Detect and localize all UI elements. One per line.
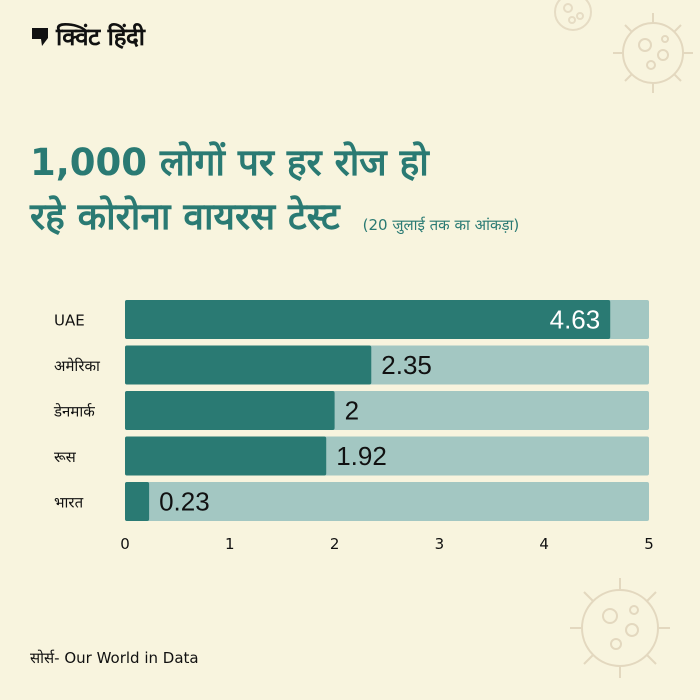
title-line-1: 1,000 लोगों पर हर रोज हो — [30, 141, 429, 184]
bar-track — [125, 482, 649, 521]
bar — [125, 300, 611, 339]
bar — [125, 345, 372, 385]
category-label: भारत — [54, 494, 84, 512]
x-tick-label: 5 — [644, 535, 654, 553]
brand-name: क्विंट हिंदी — [56, 23, 145, 51]
coronavirus-icon — [570, 578, 670, 678]
page-title: 1,000 लोगों पर हर रोज हो रहे कोरोना वायर… — [30, 136, 690, 246]
data-label: 4.63 — [550, 305, 601, 335]
quote-mark-icon — [32, 27, 48, 46]
source-note: सोर्स- Our World in Data — [30, 649, 199, 667]
category-label: अमेरिका — [54, 357, 101, 375]
category-label: रूस — [54, 448, 77, 466]
coronavirus-icon — [613, 13, 693, 93]
data-label: 2.35 — [381, 350, 432, 380]
bar — [125, 482, 150, 521]
bar — [125, 391, 335, 430]
data-label: 1.92 — [336, 441, 387, 471]
x-tick-label: 3 — [435, 535, 445, 553]
x-tick-label: 0 — [120, 535, 130, 553]
data-label: 2 — [345, 396, 359, 426]
title-line-2: रहे कोरोना वायरस टेस्ट — [30, 195, 340, 238]
x-tick-label: 2 — [330, 535, 340, 553]
date-note: (20 जुलाई तक का आंकड़ा) — [362, 215, 520, 234]
category-label: UAE — [54, 312, 85, 330]
brand-logo[interactable]: क्विंट हिंदी — [30, 20, 145, 53]
x-tick-label: 4 — [539, 535, 549, 553]
coronavirus-icon — [554, 0, 592, 31]
data-label: 0.23 — [159, 487, 210, 517]
x-tick-label: 1 — [225, 535, 235, 553]
category-label: डेनमार्क — [53, 403, 95, 421]
bar — [125, 436, 327, 476]
